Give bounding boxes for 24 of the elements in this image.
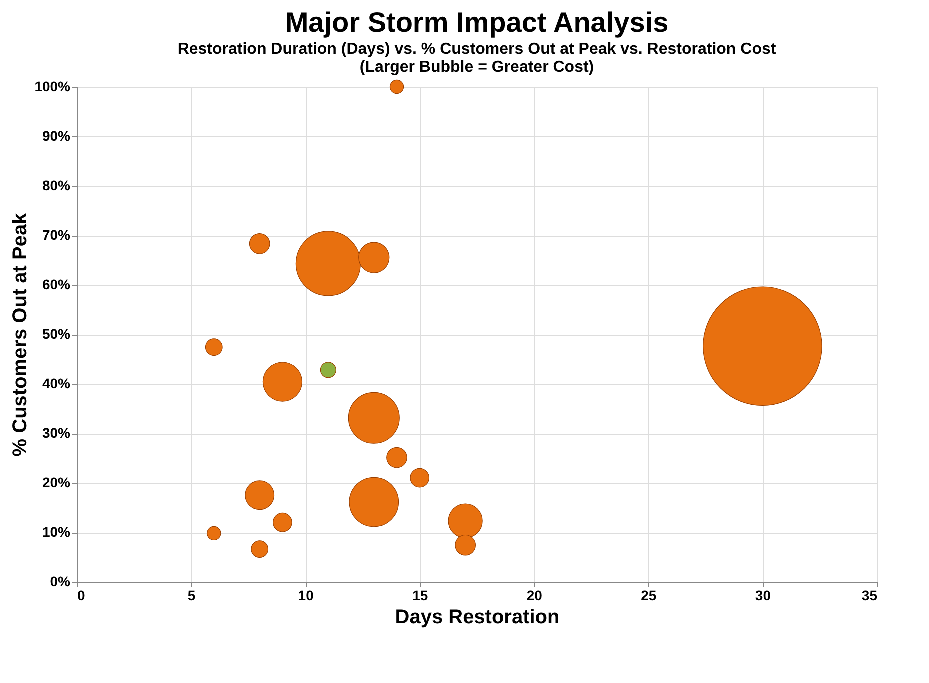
y-tick-label: 90%	[42, 128, 72, 144]
text: (Larger Bubble = Greater Cost)	[360, 59, 594, 76]
y-tick-label: 10%	[42, 524, 72, 540]
x-tick-label: 5	[188, 588, 196, 604]
x-tick-label: 20	[526, 588, 543, 604]
x-tick-label: 15	[412, 588, 428, 604]
x-tick-label: 10	[298, 588, 314, 604]
y-tick-label: 30%	[42, 425, 72, 441]
y-tick-label: 100%	[34, 78, 72, 94]
y-axis-title: % Customers Out at Peak	[10, 212, 32, 457]
y-tick-label: 20%	[42, 474, 72, 490]
x-tick-label: 25	[641, 588, 657, 604]
x-tick-label: 30	[755, 588, 772, 604]
y-tick-label: 50%	[42, 326, 72, 342]
y-tick-label: 0%	[50, 574, 72, 590]
y-tick-label: 60%	[42, 276, 72, 292]
x-tick-label: 35	[862, 588, 878, 604]
x-axis-title: Days Restoration	[395, 606, 560, 628]
y-tick-label: 40%	[42, 376, 72, 392]
x-tick-label: 0	[78, 588, 86, 604]
chart-subtitle: Restoration Duration (Days) vs. % Customers Out at Peak vs. Restoration Cost	[178, 41, 777, 58]
y-tick-label: 80%	[42, 178, 72, 194]
chart-title: Major Storm Impact Analysis	[285, 7, 669, 38]
y-tick-label: 70%	[42, 227, 72, 243]
